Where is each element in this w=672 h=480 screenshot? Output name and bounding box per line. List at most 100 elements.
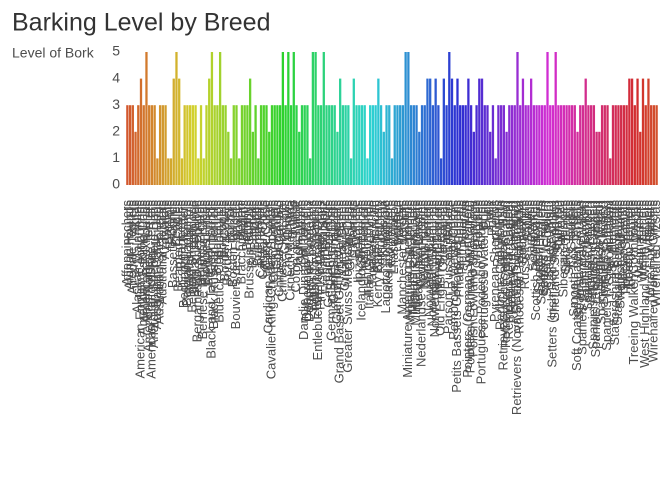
bar <box>347 105 350 185</box>
x-tick-label: Bichons Frises <box>198 200 213 286</box>
y-tick-label: 3 <box>112 96 120 112</box>
x-tick-label: Brussels Griffons <box>242 200 257 299</box>
bar <box>595 131 598 185</box>
x-tick-label: Manchester Terriers <box>394 200 409 315</box>
bar <box>549 105 552 185</box>
bar <box>636 78 639 185</box>
x-tick-label: Great Pyrenees <box>337 200 352 292</box>
x-tick-label: Doberman Pinschers <box>299 200 314 322</box>
x-tick-label: Tibetan Spaniels <box>618 200 633 297</box>
x-tick-label: American Eskimo Dogs <box>135 200 150 336</box>
bar <box>246 105 249 185</box>
bar <box>535 105 538 185</box>
x-tick-label: Smooth Fox Terriers <box>566 200 581 317</box>
bar <box>499 105 503 185</box>
x-tick-label: Boxers <box>231 200 246 241</box>
bar <box>262 105 265 185</box>
bar <box>205 105 208 185</box>
x-tick-label: Siberian Huskies <box>555 200 570 298</box>
bar <box>412 105 415 185</box>
x-tick-label: Irish Wolfhounds <box>359 200 374 297</box>
x-tick-label: Borzois <box>222 200 237 244</box>
x-tick-label: Icelandic Sheepdogs <box>353 200 368 321</box>
x-tick-label: Newfoundlands <box>416 200 431 290</box>
x-tick-label: Bouviers des Flandres <box>228 200 243 330</box>
bar <box>590 105 593 185</box>
x-tick-label: German Pinschers <box>321 200 336 308</box>
bar <box>655 105 658 185</box>
bar <box>287 52 290 185</box>
x-tick-label: Great Danes <box>334 200 349 274</box>
x-tick-label: Brittanys <box>239 200 254 251</box>
bar <box>439 158 443 185</box>
bar <box>606 105 609 185</box>
bar <box>128 105 132 185</box>
x-tick-label: Lhasa Apsos <box>386 200 401 275</box>
bar <box>472 131 475 185</box>
bar <box>489 131 492 185</box>
bar <box>524 105 527 185</box>
bar <box>183 105 186 185</box>
x-tick-label: Retrievers (Curly-Coated) <box>498 200 513 348</box>
x-tick-label: Leonbergers <box>383 200 398 273</box>
bar <box>134 131 137 185</box>
bar <box>248 78 252 185</box>
x-tick-label: Miniature Bull Terriers <box>403 200 418 326</box>
x-tick-label: Beaucerons <box>173 200 188 270</box>
y-tick-label: 5 <box>112 43 120 59</box>
bar <box>156 158 159 185</box>
x-tick-label: Cirnechi dell'Etna <box>282 199 297 301</box>
bar <box>396 105 399 185</box>
x-tick-label: Weimaraners <box>632 200 647 278</box>
y-tick-label: 0 <box>112 176 120 192</box>
x-tick-label: Wire Fox Terriers <box>643 200 658 299</box>
bar <box>303 105 306 185</box>
x-tick-label: English Toy Spaniels <box>307 200 322 320</box>
x-tick-label: Schipperkes <box>525 200 540 272</box>
x-tick-label: Finnish Spitz <box>315 200 330 274</box>
bar <box>191 105 194 185</box>
x-tick-label: Cairn Terriers <box>252 200 267 278</box>
x-tick-label: Rhodesian Ridgebacks <box>512 200 527 334</box>
x-tick-label: Pharaoh Hounds <box>452 200 467 298</box>
x-tick-label: Spanish Water Dogs <box>572 200 587 319</box>
x-tick-label: Spaniels (English Springer) <box>588 200 603 358</box>
x-tick-label: Wirehaired Pointing Griffons <box>645 200 660 363</box>
bar <box>557 105 560 185</box>
x-tick-label: Chow Chows <box>280 200 295 277</box>
x-tick-label: Wirehaired Vizslas <box>648 200 663 308</box>
bar <box>265 105 268 185</box>
bar <box>546 52 549 185</box>
bar <box>273 105 276 185</box>
x-tick-label: Spaniels (Field) <box>591 200 606 290</box>
x-tick-label: Welsh Terriers <box>634 200 649 283</box>
x-tick-label: Tibetan Terriers <box>621 200 636 290</box>
x-tick-label: Basenjis <box>162 200 177 250</box>
x-tick-label: Pugs <box>479 200 494 230</box>
bar <box>431 105 435 185</box>
x-tick-label: Coton de Tulear <box>288 199 303 292</box>
bar <box>210 52 214 185</box>
bar <box>153 105 156 185</box>
x-tick-label: Mastiffs <box>397 200 412 245</box>
x-tick-label: Barbets <box>160 200 175 245</box>
x-tick-label: Entlebucher Mountain Dogs <box>310 200 325 361</box>
bar <box>644 105 647 185</box>
x-tick-label: Black and Tan Coonhounds <box>203 200 218 359</box>
bar <box>483 105 486 185</box>
x-tick-label: Spaniels (Irish Water) <box>594 200 609 325</box>
bar <box>633 105 636 185</box>
x-tick-label: Harriers <box>345 200 360 247</box>
bar <box>366 158 369 185</box>
bar <box>445 105 448 185</box>
bar <box>284 105 287 185</box>
bar <box>218 52 222 185</box>
x-tick-label: Grand Basset Griffon Vendeens <box>332 200 347 384</box>
x-tick-label: Dandie Dinmont Terriers <box>296 200 311 340</box>
x-tick-label: Chinooks <box>277 200 292 255</box>
x-tick-label: Norwegian Lundehunds <box>427 200 442 338</box>
bar <box>360 105 364 185</box>
bar <box>126 105 129 185</box>
x-tick-label: Pulik <box>482 200 497 229</box>
bar <box>349 158 353 185</box>
